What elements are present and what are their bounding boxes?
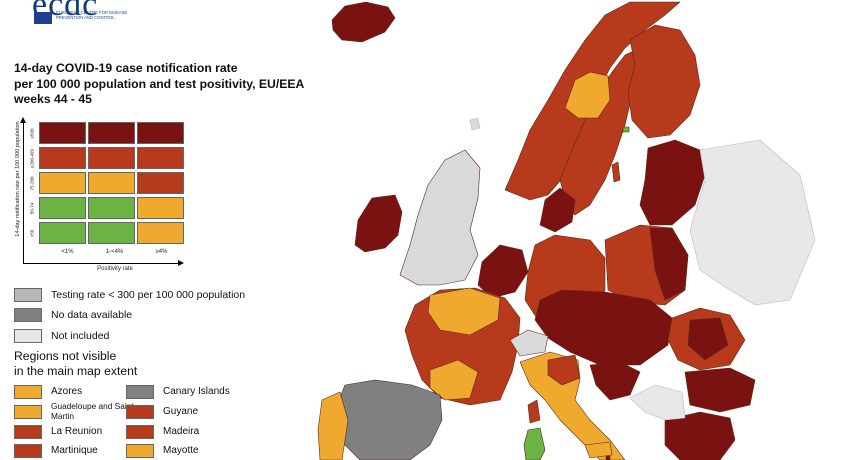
matrix-cell — [137, 197, 184, 219]
map-region-corsica — [527, 399, 541, 424]
region-label: Guyane — [163, 406, 199, 417]
legend-label: No data available — [51, 309, 133, 321]
map-region-denmark — [539, 187, 576, 233]
matrix-col-label: 1-<4% — [105, 249, 124, 255]
eu-flag-icon — [34, 12, 52, 24]
map-region-spain — [334, 379, 443, 460]
matrix-cell — [137, 222, 184, 244]
matrix-col-label: <1% — [61, 249, 74, 255]
matrix-cell — [88, 122, 135, 144]
region-swatch — [126, 444, 154, 458]
map-region-uk — [399, 149, 481, 286]
map-region-italy-north — [547, 354, 581, 386]
ecdc-logo-subtitle: EUROPEAN CENTRE FOR DISEASE PREVENTION A… — [56, 10, 128, 20]
matrix-cell — [137, 172, 184, 194]
legend-swatch — [14, 329, 42, 343]
matrix-col-label: ≥4% — [155, 249, 168, 255]
map-region-baltics — [639, 139, 706, 226]
map-region-northsea-isles — [469, 117, 481, 131]
map-region-switzerland — [509, 329, 549, 357]
matrix-x-axis — [23, 263, 179, 264]
map-region-bulgaria — [684, 367, 756, 413]
map-region-aland — [622, 126, 630, 133]
region-swatch — [14, 444, 42, 458]
map-region-finland — [627, 24, 701, 139]
matrix-row-label-text: <50 — [29, 229, 35, 238]
region-label: Mayotte — [163, 445, 199, 456]
map-region-gotland — [611, 161, 621, 183]
region-swatch — [126, 405, 154, 419]
matrix-row-label: <50 — [26, 223, 38, 245]
matrix-cell — [88, 197, 135, 219]
matrix-cell — [88, 172, 135, 194]
regions-title-line2: in the main map extent — [14, 363, 138, 378]
region-swatch — [126, 425, 154, 439]
matrix-row-label: ≥500 — [26, 123, 38, 145]
region-label: La Reunion — [51, 426, 103, 437]
map-region-east-notincluded — [689, 139, 816, 306]
map-title-line2: per 100 000 population and test positivi… — [14, 76, 305, 91]
matrix-cell — [137, 122, 184, 144]
region-swatch — [14, 405, 42, 419]
map-region-romania-dark — [687, 317, 729, 361]
map-region-france-south — [429, 359, 479, 401]
legend-swatch — [14, 288, 42, 302]
map-region-greece — [664, 411, 736, 460]
map-region-balkans-notincluded — [629, 384, 686, 421]
legend-label: Not included — [51, 330, 110, 342]
map-region-ireland — [354, 194, 403, 253]
regions-title: Regions not visible in the main map exte… — [14, 349, 214, 378]
region-label: Martinique — [51, 445, 98, 456]
matrix-row-label: 50-74 — [26, 198, 38, 220]
region-swatch — [126, 385, 154, 399]
legend-swatch — [14, 308, 42, 322]
map-title: 14-day COVID-19 case notification rate p… — [14, 61, 394, 108]
map-region-france-north — [427, 287, 501, 336]
matrix-cell — [39, 222, 86, 244]
region-label: Guadeloupe and Saint Martin — [51, 401, 134, 421]
matrix-y-axis-label-box: 14-day notification rate per 100 000 pop… — [11, 118, 21, 251]
matrix-cell — [88, 147, 135, 169]
region-swatch — [14, 425, 42, 439]
map-region-croatia — [589, 361, 641, 401]
map-region-poland-east — [649, 227, 689, 301]
matrix-cell — [39, 147, 86, 169]
matrix-row-label: 75-200 — [26, 173, 38, 195]
map-title-line1: 14-day COVID-19 case notification rate — [14, 61, 238, 75]
matrix-x-axis-label: Positivity rate — [97, 266, 133, 272]
ecdc-logo: ecdc EUROPEAN CENTRE FOR DISEASE PREVENT… — [20, 0, 130, 28]
map-region-malta — [605, 455, 611, 460]
matrix-cell — [39, 172, 86, 194]
matrix-cell — [39, 197, 86, 219]
region-swatch — [14, 385, 42, 399]
matrix-cell — [39, 122, 86, 144]
arrow-up-icon — [20, 117, 26, 123]
legend-label: Testing rate < 300 per 100 000 populatio… — [51, 289, 246, 301]
map-region-italy — [519, 351, 626, 460]
matrix-y-axis-label: 14-day notification rate per 100 000 pop… — [15, 121, 21, 237]
map-region-central-europe — [534, 289, 673, 366]
matrix-y-axis — [23, 121, 24, 263]
region-label: Canary Islands — [163, 386, 230, 397]
map-region-sweden-north — [564, 71, 611, 119]
positivity-matrix — [39, 122, 186, 247]
matrix-cell — [137, 147, 184, 169]
map-region-iceland — [331, 1, 396, 43]
map-region-sardinia — [523, 427, 546, 460]
regions-title-line1: Regions not visible — [14, 349, 117, 363]
map-title-line3: weeks 44 - 45 — [14, 92, 92, 106]
region-label: Azores — [51, 386, 83, 397]
matrix-cell — [88, 222, 135, 244]
arrow-right-icon — [178, 260, 184, 266]
map-region-portugal — [317, 391, 349, 460]
map-region-sicily — [584, 441, 613, 459]
matrix-row-label: ≥200-499 — [26, 148, 38, 170]
region-label: Madeira — [163, 426, 200, 437]
map-region-benelux — [477, 244, 529, 299]
